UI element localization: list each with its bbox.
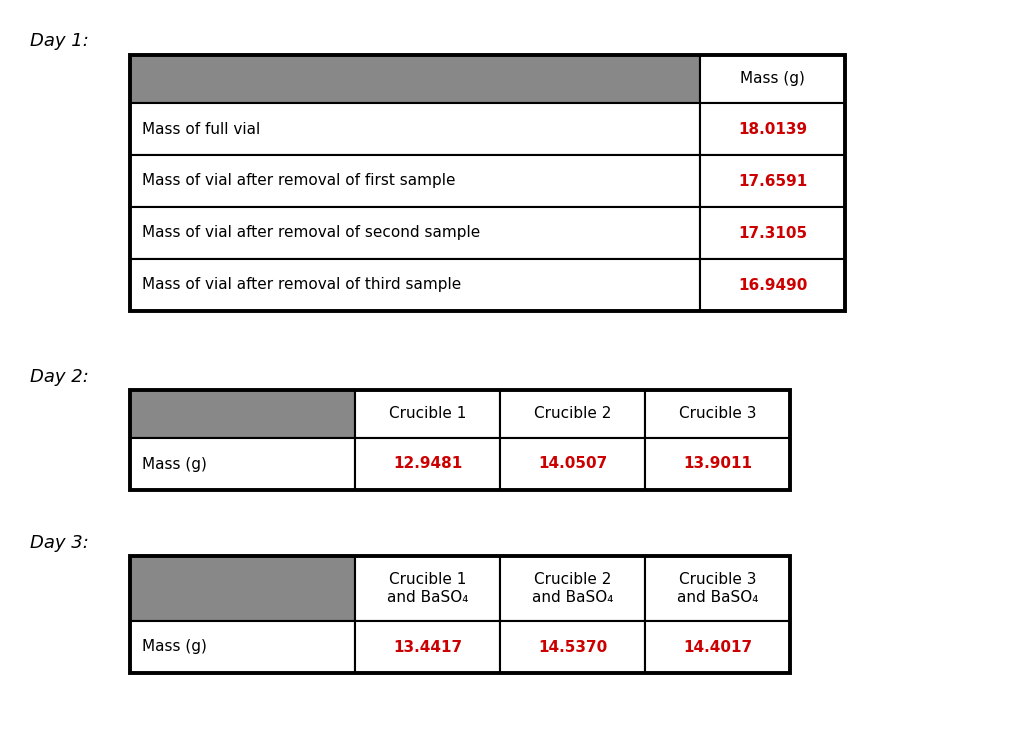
Bar: [500, 556, 645, 621]
Text: 13.4417: 13.4417: [393, 639, 462, 654]
Text: Crucible 1
and BaSO₄: Crucible 1 and BaSO₄: [387, 572, 468, 605]
Text: Crucible 3
and BaSO₄: Crucible 3 and BaSO₄: [677, 572, 758, 605]
Bar: [500, 438, 645, 490]
Bar: [500, 390, 645, 438]
Bar: [130, 390, 790, 490]
Text: Day 3:: Day 3:: [30, 534, 89, 552]
Bar: [130, 621, 355, 673]
Bar: [700, 207, 845, 259]
Text: Mass (g): Mass (g): [142, 639, 207, 654]
Text: Mass of vial after removal of first sample: Mass of vial after removal of first samp…: [142, 173, 456, 188]
Bar: [500, 621, 645, 673]
Bar: [130, 390, 355, 438]
Bar: [645, 621, 790, 673]
Text: Mass of full vial: Mass of full vial: [142, 122, 260, 137]
Text: 14.4017: 14.4017: [683, 639, 752, 654]
Text: 18.0139: 18.0139: [738, 122, 807, 137]
Text: Mass (g): Mass (g): [142, 456, 207, 471]
Text: Crucible 1: Crucible 1: [389, 406, 466, 421]
Text: Day 1:: Day 1:: [30, 32, 89, 50]
Text: 17.6591: 17.6591: [738, 173, 807, 188]
Text: 14.0507: 14.0507: [538, 456, 607, 471]
Bar: [355, 621, 500, 673]
Text: 16.9490: 16.9490: [738, 277, 807, 293]
Bar: [700, 259, 845, 311]
Bar: [355, 556, 500, 621]
Text: Crucible 2
and BaSO₄: Crucible 2 and BaSO₄: [531, 572, 613, 605]
Text: 14.5370: 14.5370: [538, 639, 607, 654]
Bar: [700, 103, 845, 155]
Bar: [700, 155, 845, 207]
Bar: [645, 438, 790, 490]
Bar: [130, 259, 700, 311]
Text: 13.9011: 13.9011: [683, 456, 752, 471]
Text: 12.9481: 12.9481: [393, 456, 462, 471]
Bar: [130, 55, 845, 311]
Bar: [130, 207, 700, 259]
Bar: [645, 556, 790, 621]
Bar: [130, 103, 700, 155]
Bar: [130, 155, 700, 207]
Bar: [130, 438, 355, 490]
Bar: [645, 390, 790, 438]
Text: Crucible 2: Crucible 2: [534, 406, 611, 421]
Text: 17.3105: 17.3105: [738, 226, 807, 241]
Bar: [130, 556, 355, 621]
Text: Crucible 3: Crucible 3: [679, 406, 757, 421]
Text: Mass of vial after removal of third sample: Mass of vial after removal of third samp…: [142, 277, 461, 293]
Bar: [130, 556, 790, 673]
Bar: [355, 390, 500, 438]
Text: Mass (g): Mass (g): [740, 72, 805, 87]
Bar: [700, 55, 845, 103]
Text: Mass of vial after removal of second sample: Mass of vial after removal of second sam…: [142, 226, 480, 241]
Text: Day 2:: Day 2:: [30, 368, 89, 386]
Bar: [130, 55, 700, 103]
Bar: [355, 438, 500, 490]
